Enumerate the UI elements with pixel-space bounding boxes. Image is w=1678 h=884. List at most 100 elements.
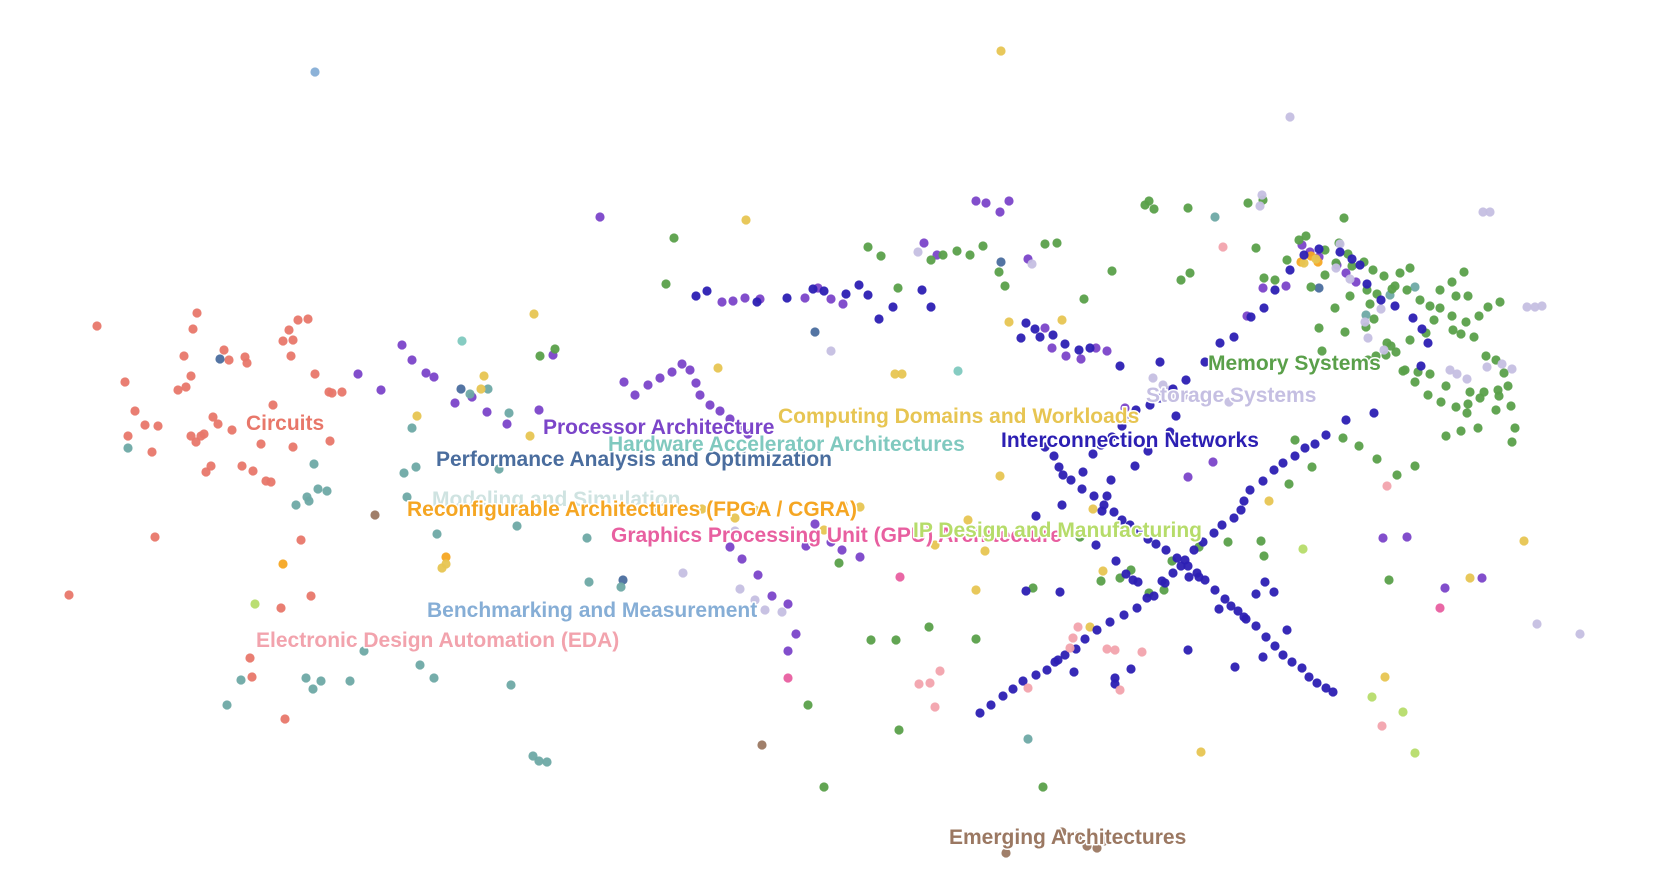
data-point[interactable] (1417, 324, 1427, 334)
data-point[interactable] (1456, 426, 1466, 436)
data-point[interactable] (1451, 402, 1461, 412)
data-point[interactable] (1425, 369, 1435, 379)
data-point[interactable] (1171, 411, 1181, 421)
data-point[interactable] (1307, 462, 1317, 472)
data-point[interactable] (1320, 270, 1330, 280)
data-point[interactable] (407, 355, 417, 365)
data-point[interactable] (1102, 491, 1112, 501)
data-point[interactable] (895, 572, 905, 582)
data-point[interactable] (1410, 282, 1420, 292)
data-point[interactable] (92, 321, 102, 331)
data-point[interactable] (1365, 299, 1375, 309)
data-point[interactable] (286, 351, 296, 361)
data-point[interactable] (1001, 848, 1011, 858)
data-point[interactable] (743, 429, 753, 439)
data-point[interactable] (1284, 479, 1294, 489)
data-point[interactable] (1137, 647, 1147, 657)
label-ip-design[interactable]: IP Design and Manufacturing (912, 518, 1204, 544)
data-point[interactable] (534, 756, 544, 766)
data-point[interactable] (1423, 390, 1433, 400)
data-point[interactable] (1115, 361, 1125, 371)
data-point[interactable] (1217, 520, 1227, 530)
data-point[interactable] (854, 280, 864, 290)
data-point[interactable] (1314, 244, 1324, 254)
label-memory-systems[interactable]: Memory Systems (1207, 351, 1383, 377)
data-point[interactable] (971, 585, 981, 595)
data-point[interactable] (1042, 665, 1052, 675)
data-point[interactable] (1478, 207, 1488, 217)
data-point[interactable] (667, 367, 677, 377)
data-point[interactable] (1215, 338, 1225, 348)
data-point[interactable] (1469, 332, 1479, 342)
data-point[interactable] (1251, 589, 1261, 599)
data-point[interactable] (1142, 593, 1152, 603)
data-point[interactable] (1429, 315, 1439, 325)
data-point[interactable] (735, 421, 745, 431)
data-point[interactable] (345, 676, 355, 686)
data-point[interactable] (1379, 345, 1389, 355)
data-point[interactable] (952, 246, 962, 256)
data-point[interactable] (1530, 302, 1540, 312)
data-point[interactable] (643, 380, 653, 390)
data-point[interactable] (1148, 373, 1158, 383)
data-point[interactable] (841, 289, 851, 299)
data-point[interactable] (1117, 421, 1127, 431)
data-point[interactable] (1436, 397, 1446, 407)
data-point[interactable] (735, 584, 745, 594)
data-point[interactable] (1183, 561, 1193, 571)
data-point[interactable] (482, 407, 492, 417)
data-point[interactable] (1475, 393, 1485, 403)
data-point[interactable] (181, 382, 191, 392)
data-point[interactable] (1040, 442, 1050, 452)
data-point[interactable] (153, 421, 163, 431)
data-point[interactable] (1499, 368, 1509, 378)
data-point[interactable] (1477, 573, 1487, 583)
data-point[interactable] (242, 358, 252, 368)
data-point[interactable] (1121, 569, 1131, 579)
data-point[interactable] (421, 368, 431, 378)
data-point[interactable] (64, 590, 74, 600)
data-point[interactable] (1256, 536, 1266, 546)
data-point[interactable] (926, 255, 936, 265)
data-point[interactable] (1073, 831, 1083, 841)
data-point[interactable] (1172, 553, 1182, 563)
data-point[interactable] (529, 309, 539, 319)
data-point[interactable] (1183, 645, 1193, 655)
data-point[interactable] (1451, 291, 1461, 301)
data-point[interactable] (1463, 399, 1473, 409)
label-benchmarking[interactable]: Benchmarking and Measurement (426, 598, 759, 624)
data-point[interactable] (810, 519, 820, 529)
data-point[interactable] (855, 502, 865, 512)
data-point[interactable] (280, 714, 290, 724)
data-point[interactable] (1377, 721, 1387, 731)
data-point[interactable] (1285, 265, 1295, 275)
data-point[interactable] (1410, 377, 1420, 387)
data-point[interactable] (1461, 317, 1471, 327)
data-point[interactable] (1099, 836, 1109, 846)
data-point[interactable] (1048, 330, 1058, 340)
data-point[interactable] (1119, 610, 1129, 620)
data-point[interactable] (1465, 387, 1475, 397)
data-point[interactable] (1483, 302, 1493, 312)
data-point[interactable] (1209, 528, 1219, 538)
data-point[interactable] (753, 570, 763, 580)
data-point[interactable] (1362, 279, 1372, 289)
data-point[interactable] (1441, 381, 1451, 391)
data-point[interactable] (702, 286, 712, 296)
data-point[interactable] (938, 250, 948, 260)
data-point[interactable] (1088, 449, 1098, 459)
data-point[interactable] (1261, 632, 1271, 642)
data-point[interactable] (925, 678, 935, 688)
data-point[interactable] (237, 461, 247, 471)
data-point[interactable] (1057, 315, 1067, 325)
data-point[interactable] (630, 390, 640, 400)
data-point[interactable] (669, 233, 679, 243)
data-point[interactable] (1354, 441, 1364, 451)
data-point[interactable] (1038, 782, 1048, 792)
data-point[interactable] (1462, 374, 1472, 384)
data-point[interactable] (1180, 390, 1190, 400)
data-point[interactable] (963, 515, 973, 525)
data-point[interactable] (1447, 311, 1457, 321)
data-point[interactable] (236, 675, 246, 685)
data-point[interactable] (397, 340, 407, 350)
